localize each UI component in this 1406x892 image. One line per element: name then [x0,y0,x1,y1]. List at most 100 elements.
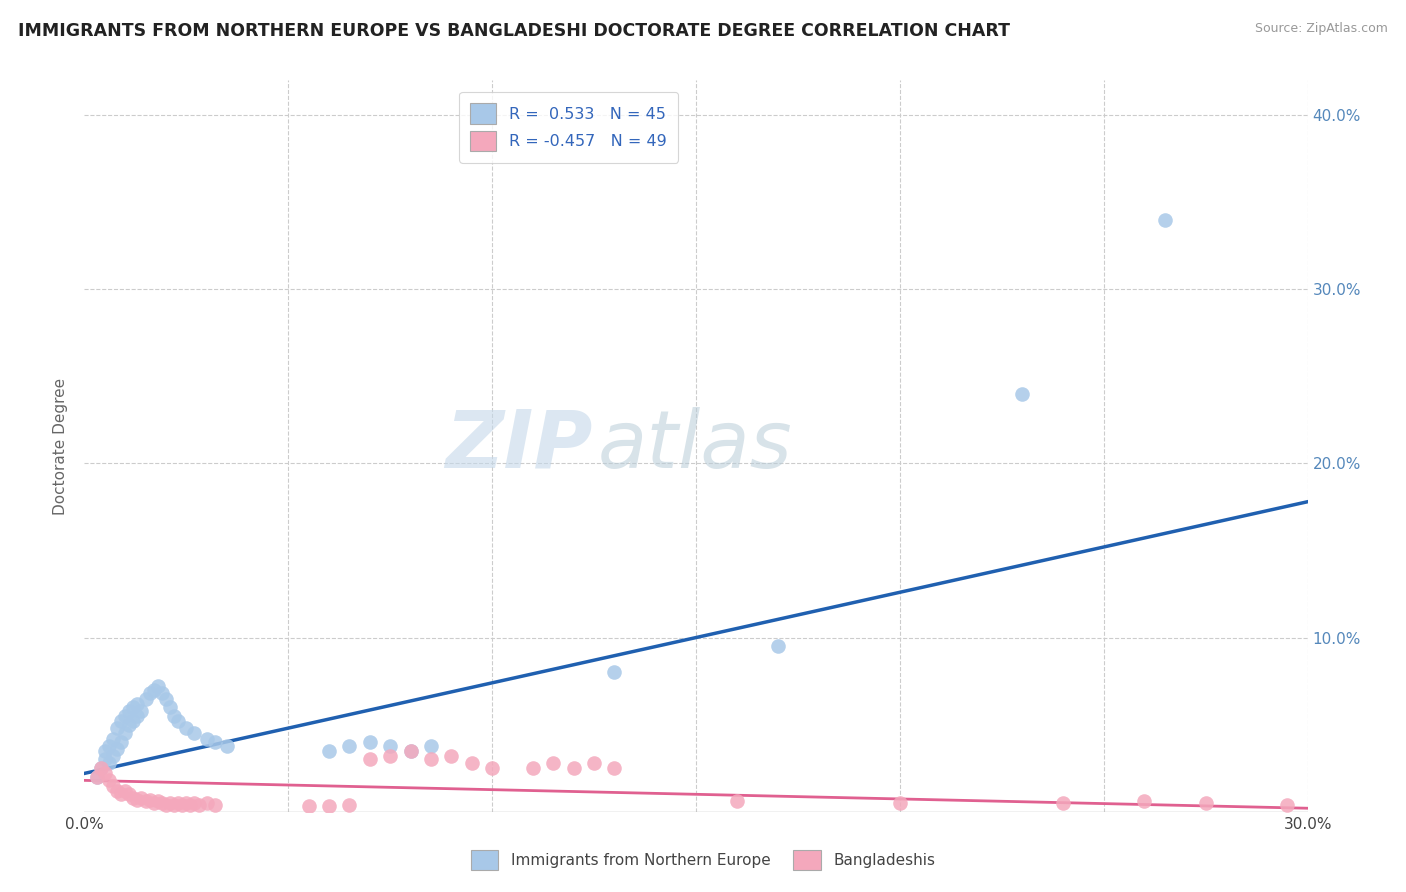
Point [1154,212,1177,227]
Point [172,797,194,812]
Point [114,726,136,740]
Point [122,790,145,805]
Point [167,796,190,810]
Point [583,756,606,770]
Point [183,726,205,740]
Point [522,761,544,775]
Point [150,686,173,700]
Point [138,792,160,806]
Point [766,640,789,654]
Point [131,790,153,805]
Point [146,679,169,693]
Text: Source: ZipAtlas.com: Source: ZipAtlas.com [1254,22,1388,36]
Point [562,761,585,775]
Point [118,787,141,801]
Point [440,749,463,764]
Point [127,697,149,711]
Point [187,797,209,812]
Point [101,749,124,764]
Point [110,735,132,749]
Point [339,739,361,753]
Point [163,709,186,723]
Point [461,756,484,770]
Point [101,779,124,793]
Point [127,709,149,723]
Point [359,735,381,749]
Point [86,770,108,784]
Point [174,721,197,735]
Point [159,796,181,810]
Y-axis label: Doctorate Degree: Doctorate Degree [53,377,69,515]
Legend: Immigrants from Northern Europe, Bangladeshis: Immigrants from Northern Europe, Banglad… [464,842,942,877]
Point [163,797,186,812]
Point [399,744,422,758]
Point [167,714,190,728]
Point [93,766,115,780]
Text: ZIP: ZIP [444,407,592,485]
Point [118,717,141,731]
Point [195,796,218,810]
Point [150,796,173,810]
Point [889,796,911,810]
Point [110,787,132,801]
Point [603,665,626,680]
Point [142,796,165,810]
Point [155,797,177,812]
Point [142,682,165,697]
Point [481,761,503,775]
Point [97,739,120,753]
Point [97,773,120,788]
Point [122,700,145,714]
Point [127,792,149,806]
Point [159,700,181,714]
Point [90,761,112,775]
Point [105,742,128,756]
Point [298,799,321,814]
Point [1277,797,1299,812]
Point [339,797,361,812]
Point [114,784,136,798]
Point [217,739,239,753]
Point [380,739,402,753]
Point [318,799,340,814]
Point [204,797,226,812]
Point [101,731,124,746]
Point [155,691,177,706]
Point [105,784,128,798]
Point [97,756,120,770]
Point [86,770,108,784]
Point [114,709,136,723]
Point [131,704,153,718]
Point [1133,794,1156,808]
Point [146,794,169,808]
Point [204,735,226,749]
Point [380,749,402,764]
Point [90,761,112,775]
Point [174,796,197,810]
Point [110,714,132,728]
Point [725,794,748,808]
Text: atlas: atlas [598,407,793,485]
Point [183,796,205,810]
Point [105,721,128,735]
Point [1011,386,1033,401]
Point [138,686,160,700]
Point [122,714,145,728]
Point [135,691,157,706]
Point [93,752,115,766]
Text: IMMIGRANTS FROM NORTHERN EUROPE VS BANGLADESHI DOCTORATE DEGREE CORRELATION CHAR: IMMIGRANTS FROM NORTHERN EUROPE VS BANGL… [18,22,1011,40]
Point [1195,796,1218,810]
Point [179,797,201,812]
Point [399,744,422,758]
Point [603,761,626,775]
Point [195,731,218,746]
Point [420,739,443,753]
Point [135,794,157,808]
Legend: R =  0.533   N = 45, R = -0.457   N = 49: R = 0.533 N = 45, R = -0.457 N = 49 [460,92,678,162]
Point [93,744,115,758]
Point [1052,796,1074,810]
Point [318,744,340,758]
Point [420,752,443,766]
Point [543,756,565,770]
Point [118,704,141,718]
